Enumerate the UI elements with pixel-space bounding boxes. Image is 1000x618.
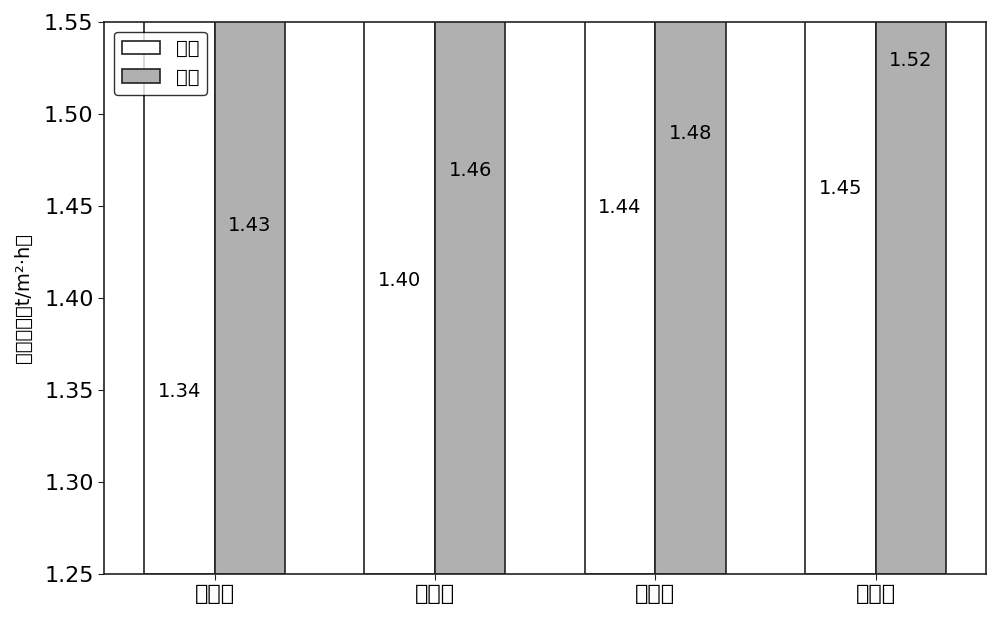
Bar	[585, 0, 655, 574]
Text: 1.52: 1.52	[889, 51, 933, 70]
Bar	[655, 0, 726, 574]
Bar	[435, 0, 505, 574]
Text: 1.45: 1.45	[819, 179, 862, 198]
Text: 1.40: 1.40	[378, 271, 421, 290]
Bar	[876, 0, 946, 574]
Bar	[805, 0, 876, 574]
Legend: 一档, 二档: 一档, 二档	[114, 32, 207, 95]
Text: 1.44: 1.44	[598, 198, 642, 217]
Y-axis label: 利用系数（t/m²·h）: 利用系数（t/m²·h）	[14, 233, 33, 363]
Text: 1.43: 1.43	[228, 216, 272, 235]
Text: 1.34: 1.34	[158, 382, 201, 401]
Bar	[144, 0, 215, 574]
Text: 1.48: 1.48	[669, 124, 712, 143]
Bar	[364, 0, 435, 574]
Text: 1.46: 1.46	[448, 161, 492, 180]
Bar	[215, 0, 285, 574]
